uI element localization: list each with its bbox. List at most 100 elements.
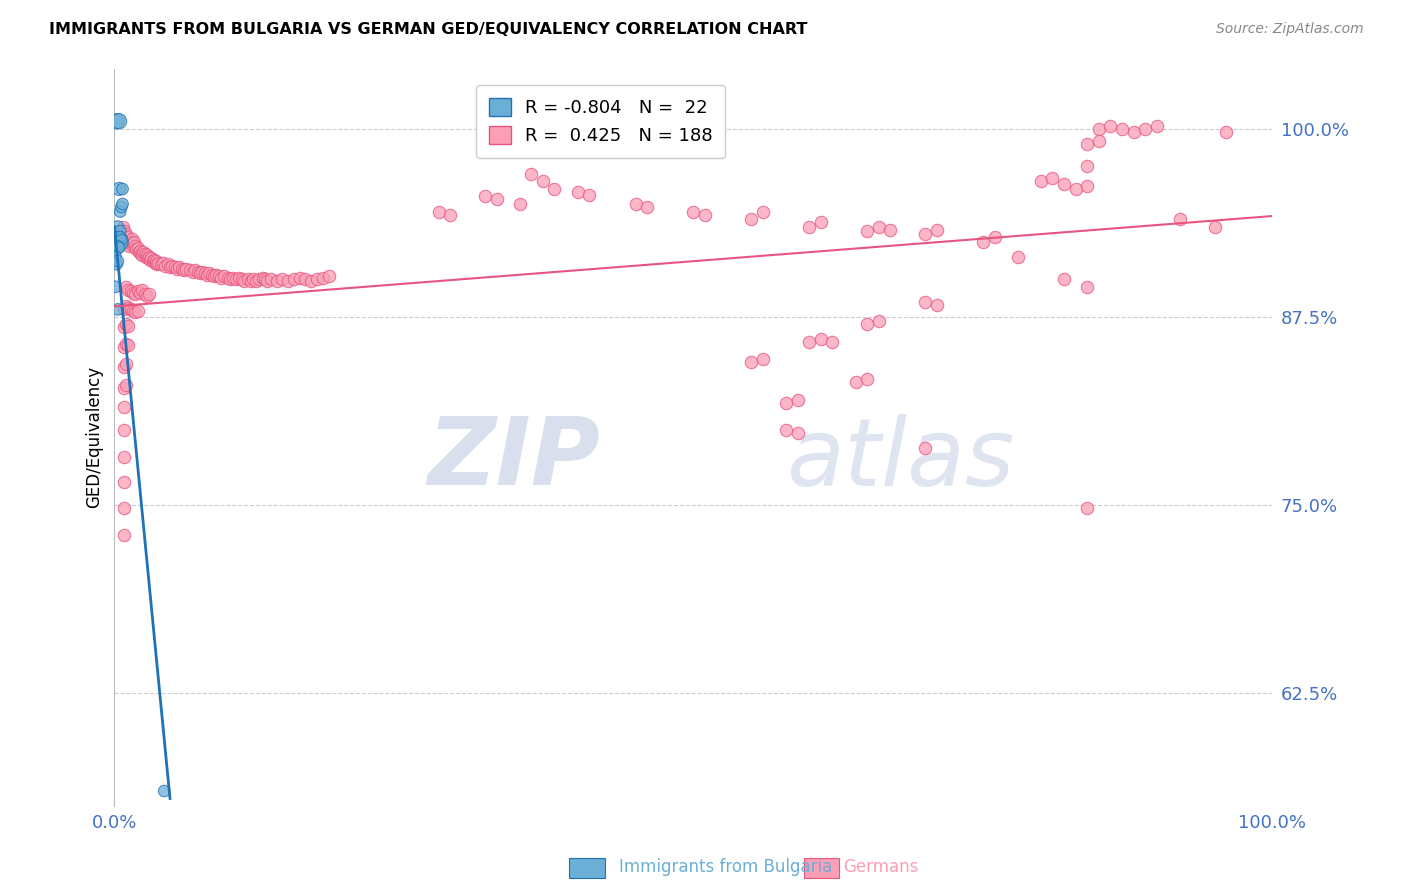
Point (214, 269, 236, 284)
Point (775, 395, 797, 409)
Point (184, 263, 207, 277)
Point (972, 235, 994, 249)
Point (307, 272, 329, 286)
Point (752, 204, 775, 219)
Point (134, 246, 156, 260)
Point (240, 274, 263, 288)
Point (152, 255, 174, 269)
Point (112, 320, 135, 334)
Point (134, 287, 156, 301)
Point (531, 174, 554, 188)
Point (112, 340, 135, 354)
Point (543, 182, 565, 196)
Point (1122, 125, 1144, 139)
Point (112, 528, 135, 542)
Point (221, 270, 243, 285)
Point (142, 254, 165, 268)
Point (252, 270, 274, 285)
Point (786, 425, 808, 440)
Point (231, 272, 253, 286)
Point (799, 219, 821, 234)
Point (156, 257, 179, 271)
Point (312, 270, 335, 285)
Point (1087, 134, 1109, 148)
Point (128, 245, 150, 260)
Point (125, 242, 148, 256)
Point (1053, 272, 1076, 286)
Point (166, 261, 188, 276)
Point (174, 261, 197, 276)
Point (868, 314, 890, 328)
Point (245, 274, 267, 288)
Point (173, 263, 195, 277)
Point (136, 251, 159, 265)
Point (105, 257, 128, 271)
Text: atlas: atlas (786, 414, 1014, 505)
Point (108, 230, 131, 244)
Point (636, 200, 658, 214)
Point (187, 265, 209, 279)
Point (111, 197, 134, 211)
Point (112, 475, 135, 490)
Point (138, 287, 160, 301)
Point (485, 193, 508, 207)
Point (439, 207, 461, 221)
Point (120, 285, 142, 299)
Point (120, 235, 142, 249)
Point (1076, 159, 1098, 173)
Point (181, 265, 204, 279)
Point (142, 252, 165, 267)
Point (108, 231, 131, 245)
Point (139, 252, 162, 267)
Point (117, 235, 139, 249)
Point (145, 254, 167, 268)
Point (115, 357, 138, 371)
Point (1111, 121, 1133, 136)
Point (879, 222, 901, 236)
Point (115, 227, 138, 241)
Point (104, 279, 127, 293)
Point (427, 204, 450, 219)
Point (983, 230, 1005, 244)
Point (1087, 121, 1109, 136)
Point (1076, 136, 1098, 151)
Point (914, 441, 936, 455)
Point (108, 114, 131, 128)
Legend: R = -0.804   N =  22, R =  0.425   N = 188: R = -0.804 N = 22, R = 0.425 N = 188 (477, 85, 725, 158)
Point (159, 260, 181, 275)
Y-axis label: GED/Equivalency: GED/Equivalency (86, 367, 103, 508)
Point (925, 222, 948, 236)
Point (740, 212, 762, 227)
Point (1215, 125, 1237, 139)
Point (124, 287, 146, 301)
Point (108, 227, 131, 241)
Point (520, 167, 543, 181)
Point (115, 299, 138, 313)
Point (271, 272, 294, 286)
Point (209, 270, 232, 285)
Point (108, 224, 131, 238)
Point (115, 318, 138, 332)
Point (242, 272, 264, 286)
Point (1029, 174, 1052, 188)
Point (1053, 178, 1076, 192)
Point (256, 274, 278, 288)
Point (205, 268, 228, 282)
Point (1204, 219, 1226, 234)
Point (1133, 121, 1156, 136)
Point (128, 244, 150, 258)
Point (1146, 119, 1168, 133)
Point (117, 318, 139, 333)
Point (112, 423, 135, 437)
Point (131, 248, 153, 262)
Point (118, 239, 141, 253)
Point (107, 239, 129, 253)
Point (277, 274, 299, 288)
Point (112, 359, 135, 374)
Point (202, 269, 225, 284)
Point (868, 219, 890, 234)
Point (752, 351, 775, 366)
Text: Source: ZipAtlas.com: Source: ZipAtlas.com (1216, 22, 1364, 37)
Point (567, 185, 589, 199)
Point (143, 255, 166, 269)
